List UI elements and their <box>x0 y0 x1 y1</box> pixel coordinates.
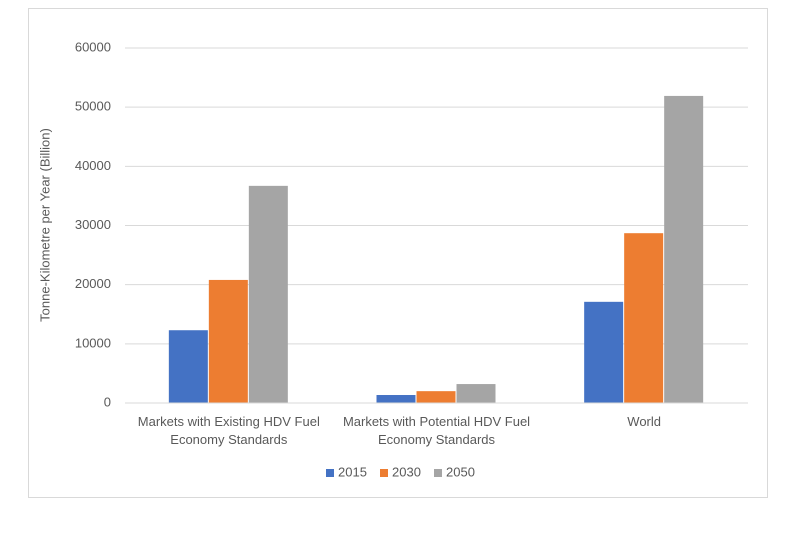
bar <box>168 330 208 403</box>
bar <box>376 395 416 403</box>
bar <box>248 185 288 403</box>
legend-swatch <box>380 469 388 477</box>
y-tick-label: 10000 <box>75 335 111 350</box>
y-axis-label: Tonne-Kilometre per Year (Billion) <box>37 128 52 322</box>
legend-label: 2030 <box>392 464 421 479</box>
x-tick-label: Markets with Existing HDV Fuel Economy S… <box>137 414 320 447</box>
bar <box>416 391 456 403</box>
legend-swatch <box>434 469 442 477</box>
legend-label: 2050 <box>446 464 475 479</box>
bar <box>664 95 704 404</box>
x-tick-label: Markets with Potential HDV Fuel Economy … <box>342 414 531 447</box>
bar <box>624 233 664 403</box>
y-tick-label: 30000 <box>75 217 111 232</box>
y-tick-label: 60000 <box>75 39 111 54</box>
bar <box>584 301 624 403</box>
legend-swatch <box>326 469 334 477</box>
bar <box>456 384 496 403</box>
y-tick-label: 0 <box>104 394 111 409</box>
y-tick-label: 40000 <box>75 158 111 173</box>
y-tick-label: 20000 <box>75 276 111 291</box>
x-tick-label: World <box>627 414 662 429</box>
bar <box>208 279 248 403</box>
legend-label: 2015 <box>338 464 367 479</box>
y-tick-label: 50000 <box>75 99 111 114</box>
